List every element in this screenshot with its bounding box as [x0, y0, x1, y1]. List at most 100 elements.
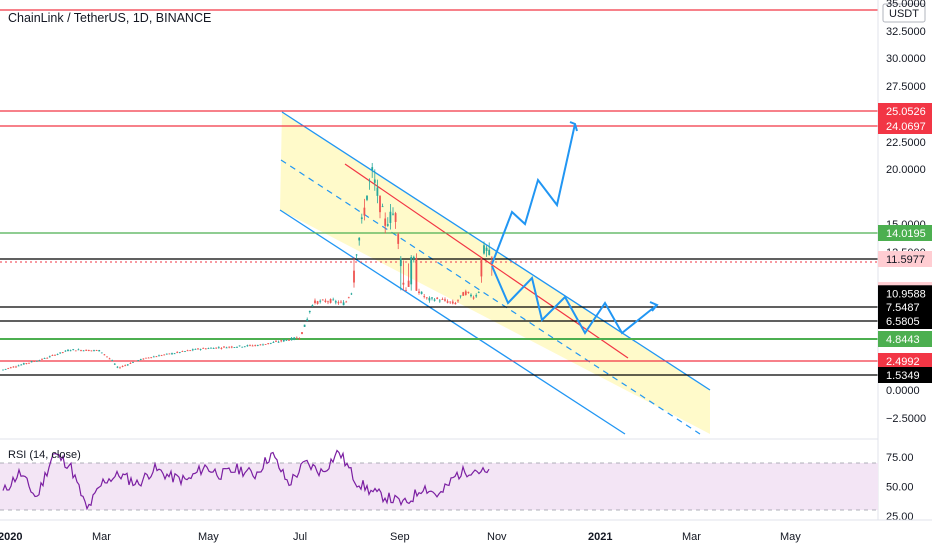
candle-body: [282, 339, 285, 342]
candle-body: [184, 351, 186, 353]
time-axis-label: 2021: [588, 531, 612, 543]
time-axis-label: Mar: [682, 531, 701, 543]
price-badge-label: 4.8443: [886, 334, 920, 346]
candle-body: [288, 339, 290, 341]
candle-body: [12, 366, 15, 368]
price-tick-label: 20.0000: [886, 164, 926, 176]
candle-body: [199, 349, 202, 350]
candle-body: [59, 352, 62, 354]
channel-lower-line: [279, 209, 626, 435]
candle-body: [22, 363, 25, 365]
candle-body: [332, 299, 335, 301]
candle-body: [254, 345, 257, 346]
candle-body: [106, 356, 108, 358]
candle-body: [347, 297, 350, 299]
price-badge: [878, 118, 932, 134]
candle-body: [95, 350, 98, 351]
time-axis-label: Sep: [390, 531, 410, 543]
candle-body: [197, 348, 199, 350]
candle-body: [48, 356, 51, 358]
candle-body: [194, 348, 197, 350]
rsi-label: RSI (14, close): [8, 449, 81, 461]
candle-body: [319, 300, 322, 302]
candle-body: [17, 365, 20, 367]
candle-body: [181, 351, 184, 352]
time-axis-label: Mar: [92, 531, 111, 543]
candle-body: [108, 358, 111, 360]
price-tick-label: 27.5000: [886, 81, 926, 93]
projection-up-arrow: [569, 121, 578, 132]
candle-body: [358, 237, 361, 241]
candle-body: [178, 352, 181, 353]
candle-body: [490, 256, 493, 258]
candle-body: [423, 296, 426, 297]
candle-body: [43, 358, 46, 359]
price-tick-label: 0.0000: [886, 385, 920, 397]
candle-body: [212, 347, 215, 349]
horizontal-levels[interactable]: [0, 9, 878, 376]
candle-body: [103, 354, 106, 356]
candle-body: [345, 301, 348, 303]
candle-body: [121, 366, 124, 367]
candle-body: [433, 299, 436, 301]
candle-body: [85, 349, 88, 351]
candle-body: [394, 213, 397, 222]
time-axis-label: May: [780, 531, 801, 543]
candle-body: [438, 300, 441, 302]
candle-body: [158, 355, 160, 357]
candle-body: [223, 346, 225, 348]
candle-body: [46, 357, 49, 359]
candle-body: [334, 301, 337, 303]
candle-body: [480, 257, 483, 277]
price-badge-label: 2.4992: [886, 356, 920, 368]
candle-body: [233, 347, 236, 348]
price-badge-label: 11.5977: [886, 254, 925, 266]
price-badge: [878, 225, 932, 241]
candle-body: [191, 349, 194, 351]
candle-body: [428, 297, 431, 301]
candle-body: [366, 195, 368, 200]
candle-body: [35, 360, 38, 362]
price-axis[interactable]: [878, 0, 932, 550]
price-badge: [878, 285, 932, 302]
candle-body: [160, 355, 163, 357]
rsi-pane[interactable]: [0, 449, 878, 511]
candle-body: [295, 337, 298, 339]
candle-body: [407, 280, 410, 287]
candle-body: [376, 187, 379, 196]
candle-body: [202, 348, 205, 349]
candle-body: [412, 256, 415, 259]
candle-body: [134, 360, 137, 362]
projection-path[interactable]: [491, 121, 659, 335]
time-axis[interactable]: 2020 Mar May Jul Sep Nov 2021 Mar May: [0, 531, 801, 543]
candle-body: [449, 301, 452, 303]
candle-body: [100, 352, 103, 354]
price-badge-label: 25.0526: [886, 106, 926, 118]
candle-body: [269, 342, 272, 344]
candle-body: [386, 224, 389, 226]
candle-body: [132, 362, 134, 363]
candle-body: [373, 179, 376, 183]
price-tick-label: 35.0000: [886, 0, 926, 10]
candle-body: [464, 291, 467, 295]
price-badge: [878, 103, 932, 119]
rsi-tick-label: 50.00: [886, 482, 914, 494]
candle-body: [220, 348, 223, 349]
rsi-tick-label: 75.00: [886, 452, 914, 464]
candle-body: [293, 337, 296, 340]
candle-body: [168, 353, 171, 355]
time-axis-label: May: [198, 531, 219, 543]
candle-body: [246, 345, 249, 347]
candle-body: [41, 358, 43, 360]
candle-body: [155, 356, 158, 358]
candle-body: [441, 299, 444, 300]
candle-body: [290, 337, 293, 341]
candle-body: [28, 362, 30, 364]
currency-badge[interactable]: [882, 3, 926, 23]
candle-body: [25, 363, 28, 364]
price-tick-label: 22.5000: [886, 137, 926, 149]
price-badge-label: 6.5805: [886, 316, 920, 328]
candle-body: [314, 300, 316, 304]
projection-down-path: [491, 265, 658, 335]
